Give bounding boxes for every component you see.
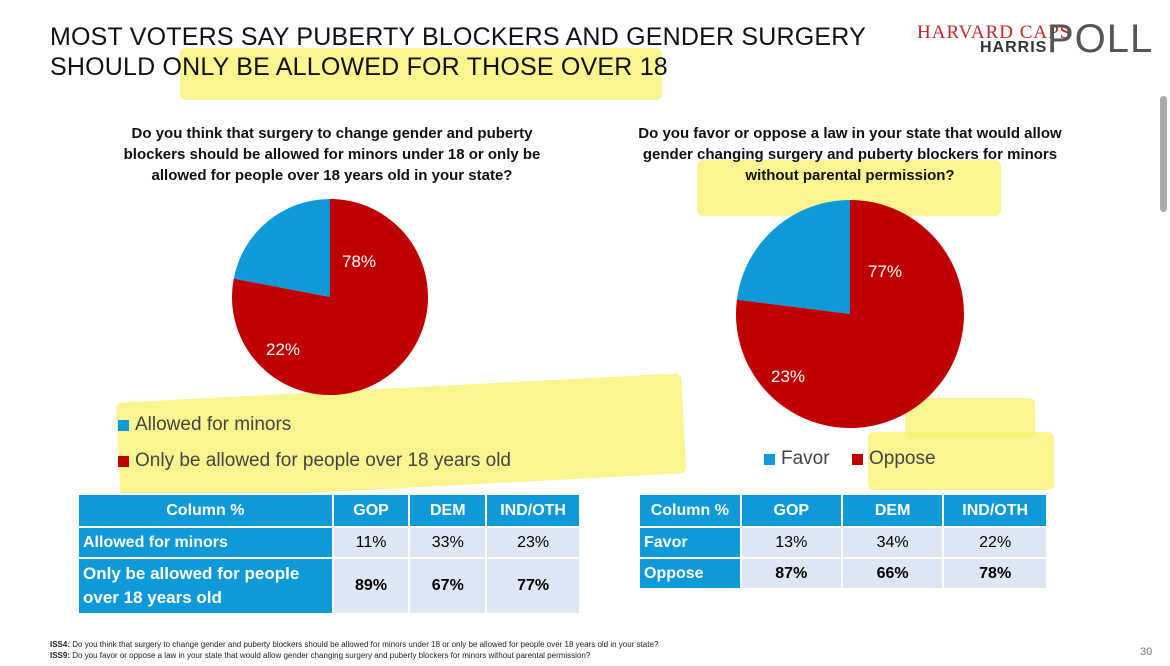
footnote-code: ISS4: [50,640,71,649]
right-question: Do you favor or oppose a law in your sta… [638,125,1062,184]
table-row: Favor 13% 34% 22% [638,526,1048,559]
legend-only-over-18: Only be allowed for people over 18 years… [118,450,511,472]
right-crosstab-table: Column % GOP DEM IND/OTH Favor 13% 34% 2… [638,493,1048,590]
cell-gop: 13% [739,526,843,559]
cell-dem: 67% [408,557,488,615]
row-label: Favor [638,526,742,559]
cell-dem: 34% [840,526,945,559]
footnote-iss4: ISS4: Do you think that surgery to chang… [50,640,658,649]
cell-ind-oth: 78% [942,557,1048,590]
legend-allowed-for-minors: Allowed for minors [118,414,291,436]
pie-slice-allowed-for-minors [233,199,330,297]
header-ind-oth: IND/OTH [942,493,1048,528]
row-label: Allowed for minors [77,526,334,559]
logo-harvard-caps: HARVARD CAPS [917,22,1072,43]
cell-ind-oth: 22% [942,526,1048,559]
left-pie-chart [232,199,428,395]
header-column-pct: Column % [77,493,334,528]
table-header-row: Column % GOP DEM IND/OTH [77,493,581,528]
legend-swatch-blue [118,419,129,431]
vertical-scrollbar[interactable] [1160,96,1167,212]
left-crosstab-table: Column % GOP DEM IND/OTH Allowed for min… [77,493,581,615]
logo-harris: HARRIS [980,39,1048,56]
pie-slice-favor [736,200,850,314]
legend-oppose: Oppose [852,448,936,470]
pie-label-only-over-18: 78% [342,252,377,271]
legend-label: Oppose [869,448,936,469]
pie-label-allowed-for-minors: 22% [266,340,301,359]
header-gop: GOP [331,493,411,528]
legend-swatch-blue [764,453,775,465]
header-dem: DEM [408,493,488,528]
left-question: Do you think that surgery to change gend… [123,125,541,184]
legend-favor: Favor [764,448,830,470]
table-row: Allowed for minors 11% 33% 23% [77,526,581,559]
pie-label-oppose: 77% [868,262,903,281]
cell-ind-oth: 23% [485,526,581,559]
footnote-text: Do you favor or oppose a law in your sta… [70,651,591,660]
table-header-row: Column % GOP DEM IND/OTH [638,493,1048,528]
header-ind-oth: IND/OTH [485,493,581,528]
legend-label: Allowed for minors [135,414,292,435]
header-dem: DEM [840,493,945,528]
right-pie-chart [736,200,964,428]
pie-label-favor: 23% [771,367,806,386]
cell-gop: 89% [331,557,411,615]
legend-label: Favor [781,448,830,469]
footnote-text: Do you think that surgery to change gend… [70,640,659,649]
highlight-oppose-legend-top [905,398,1035,438]
page-number: 30 [1140,646,1153,658]
highlight-title [180,48,662,100]
footnote-code: ISS9: [50,651,71,660]
cell-gop: 87% [739,557,843,590]
logo-poll: POLL [1047,17,1154,61]
pie-slice-oppose [736,200,964,428]
title-line-1: MOST VOTERS SAY PUBERTY BLOCKERS AND GEN… [50,23,866,51]
row-label: Only be allowed for people over 18 years… [77,557,334,615]
header-gop: GOP [739,493,843,528]
legend-label: Only be allowed for people over 18 years… [135,450,512,471]
footnote-iss9: ISS9: Do you favor or oppose a law in yo… [50,651,590,660]
pie-slice-only-over-18 [232,199,428,395]
legend-swatch-red [118,455,129,467]
cell-gop: 11% [331,526,411,559]
row-label: Oppose [638,557,742,590]
cell-ind-oth: 77% [485,557,581,615]
cell-dem: 33% [408,526,488,559]
table-row: Oppose 87% 66% 78% [638,557,1048,590]
highlight-oppose-legend [868,432,1054,490]
header-column-pct: Column % [638,493,742,528]
title-line-2: SHOULD ONLY BE ALLOWED FOR THOSE OVER 18 [50,53,668,81]
page-title: MOST VOTERS SAY PUBERTY BLOCKERS AND GEN… [50,22,866,82]
table-row: Only be allowed for people over 18 years… [77,557,581,615]
legend-swatch-red [852,453,863,465]
cell-dem: 66% [840,557,945,590]
